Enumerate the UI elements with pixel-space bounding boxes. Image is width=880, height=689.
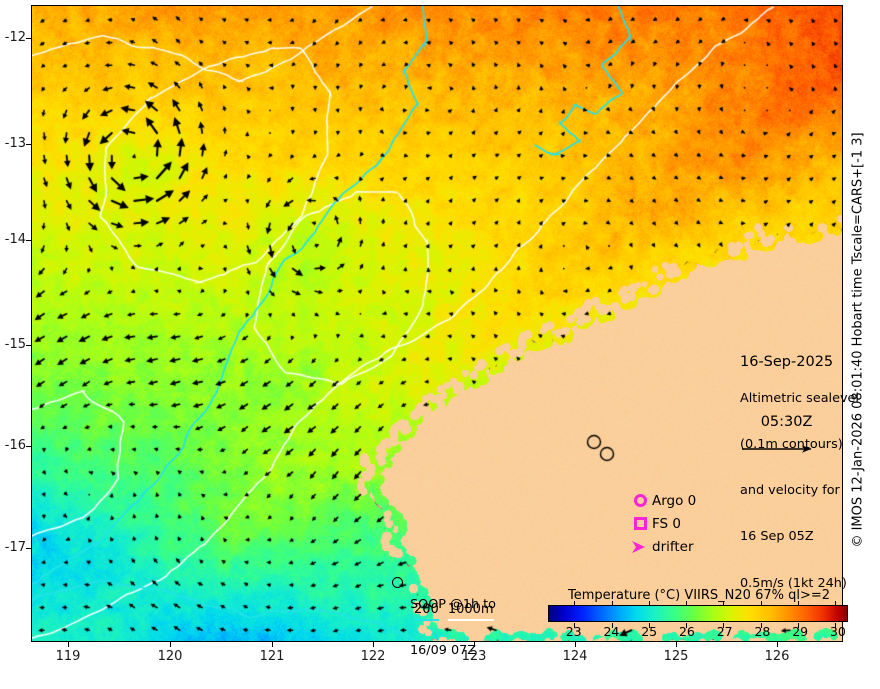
desc-line-1: (0.1m contours): [740, 437, 843, 453]
colorbar-tick: [574, 623, 576, 628]
platform-legend: Argo 0 FS 0 drifter: [628, 489, 696, 558]
desc-line-2: and velocity for: [740, 483, 840, 499]
colorbar-tick: [574, 601, 576, 606]
depth-legend-1000-label: 1000m: [447, 602, 494, 617]
colorbar-tick: [648, 623, 650, 628]
colorbar-tick: [760, 601, 762, 606]
x-axis-tick: [676, 641, 677, 647]
soop-label: SOOP @1h to 16/09 07Z: [410, 566, 496, 689]
map-plot-area[interactable]: [31, 5, 843, 642]
legend-label-argo: Argo 0: [652, 492, 697, 509]
y-axis-tick: [26, 240, 32, 241]
y-axis-tick: [26, 345, 32, 346]
x-axis-tick: [68, 641, 69, 647]
drifter-chevron-icon: [628, 539, 652, 555]
colorbar-tick: [760, 623, 762, 628]
colorbar-tick: [686, 601, 688, 606]
legend-row-fs: FS 0: [628, 512, 696, 535]
x-axis-label: 123: [461, 649, 487, 664]
y-axis-tick: [26, 38, 32, 39]
colorbar-tick-label: 28: [754, 624, 771, 639]
legend-label-fs: FS 0: [652, 515, 681, 532]
colorbar-tick: [797, 601, 799, 606]
x-axis-tick: [272, 641, 273, 647]
y-axis-tick: [26, 548, 32, 549]
legend-row-drifter: drifter: [628, 535, 696, 558]
map-description: Altimetric sealevel (0.1m contours) and …: [740, 360, 859, 622]
x-axis-label: 119: [55, 649, 81, 664]
velocity-scale-arrow-icon: [742, 445, 811, 453]
x-axis-tick: [373, 641, 374, 647]
colorbar-tick: [835, 601, 837, 606]
depth-legend-200-label: 200: [414, 602, 439, 617]
soop-marker-icon: [392, 577, 403, 588]
colorbar-tick: [611, 601, 613, 606]
colorbar-tick: [686, 623, 688, 628]
y-axis-tick: [26, 144, 32, 145]
x-axis-tick: [575, 641, 576, 647]
legend-row-argo: Argo 0: [628, 489, 696, 512]
x-axis-tick: [474, 641, 475, 647]
map-date-line: 16-Sep-2025: [740, 354, 834, 370]
y-axis-label: -16: [4, 438, 26, 453]
colorbar-title: Temperature (°C) VIIRS_N20 67% ql>=2: [567, 588, 831, 603]
soop-line-1: SOOP @1h to: [410, 596, 497, 612]
x-axis-label: 124: [562, 649, 588, 664]
colorbar-tick: [611, 623, 613, 628]
map-time-line: 05:30Z: [760, 414, 813, 430]
depth-legend-1000: 1000m: [447, 602, 494, 621]
colorbar-tick: [723, 601, 725, 606]
colorbar-tick: [723, 623, 725, 628]
fs-square-icon: [628, 517, 652, 530]
desc-line-4: 0.5m/s (1kt 24h): [740, 575, 847, 591]
sst-velocity-map-canvas[interactable]: [32, 6, 842, 641]
colorbar-tick-label: 24: [603, 624, 620, 639]
x-axis-tick: [170, 641, 171, 647]
colorbar-tick-label: 29: [792, 624, 809, 639]
depth-legend-200: 200: [414, 602, 439, 621]
y-axis-label: -13: [4, 136, 26, 151]
depth-legend-1000-swatch: [447, 619, 494, 621]
colorbar-tick-label: 30: [829, 624, 846, 639]
depth-contour-legend: 200 1000m: [414, 602, 494, 621]
legend-label-drifter: drifter: [652, 538, 694, 555]
colorbar-tick: [835, 623, 837, 628]
desc-line-3: 16 Sep 05Z: [740, 529, 814, 545]
colorbar-gradient: [548, 601, 848, 628]
colorbar-tick-labels: 23 24 25 26 27 28 29 30: [548, 624, 850, 640]
x-axis-label: 126: [764, 649, 790, 664]
colorbar-tick-label: 27: [716, 624, 733, 639]
x-axis-label: 121: [259, 649, 285, 664]
desc-line-0: Altimetric sealevel: [740, 390, 859, 406]
y-axis-label: -15: [4, 337, 26, 352]
argo-circle-icon: [628, 494, 652, 507]
x-axis-label: 120: [157, 649, 183, 664]
colorbar-tick-label: 26: [678, 624, 695, 639]
colorbar-tick-label: 23: [565, 624, 582, 639]
y-axis-tick: [26, 446, 32, 447]
y-axis-label: -12: [4, 30, 26, 45]
depth-legend-200-swatch: [414, 619, 439, 621]
colorbar-tick-label: 25: [641, 624, 658, 639]
copyright-label: © IMOS 12-Jan-2026 08:01:40 Hobart time …: [850, 132, 866, 548]
y-axis-label: -14: [4, 232, 26, 247]
y-axis-label: -17: [4, 540, 26, 555]
colorbar-tick: [797, 623, 799, 628]
x-axis-label: 125: [663, 649, 689, 664]
colorbar: Temperature (°C) VIIRS_N20 67% ql>=2 23 2…: [548, 588, 850, 640]
x-axis-label: 122: [360, 649, 386, 664]
colorbar-tick: [648, 601, 650, 606]
x-axis-tick: [777, 641, 778, 647]
map-date-label: 16-Sep-2025 05:30Z: [740, 312, 833, 472]
soop-line-2: 16/09 07Z: [410, 643, 476, 659]
